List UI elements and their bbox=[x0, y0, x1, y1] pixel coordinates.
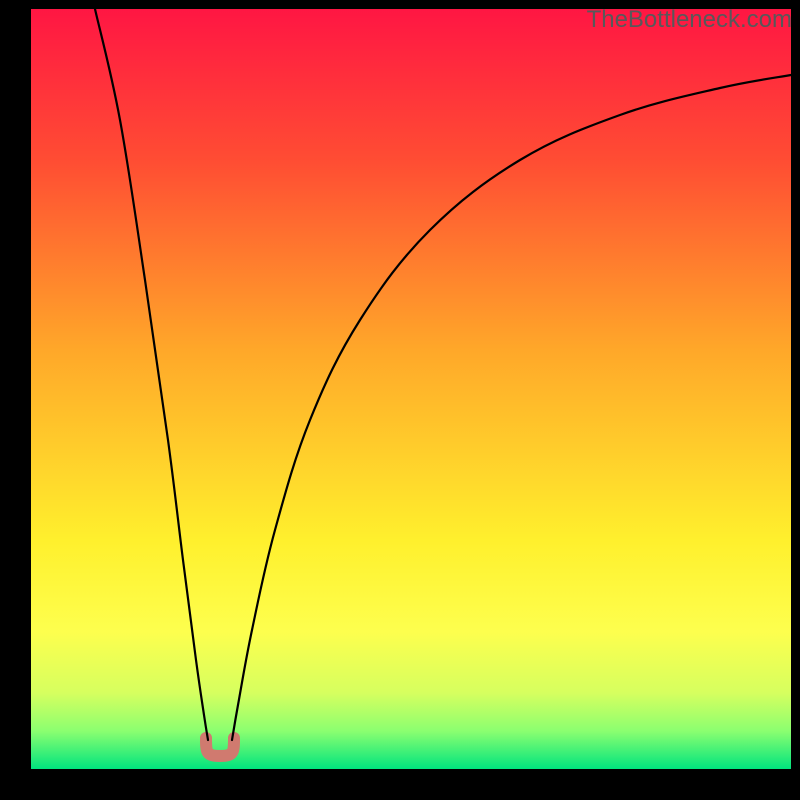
valley-marker bbox=[206, 738, 234, 756]
watermark-text: TheBottleneck.com bbox=[587, 6, 792, 34]
curve-layer bbox=[0, 0, 800, 800]
curve-left-branch bbox=[95, 9, 208, 740]
bottleneck-chart: TheBottleneck.com bbox=[0, 0, 800, 800]
curve-right-branch bbox=[232, 75, 791, 740]
